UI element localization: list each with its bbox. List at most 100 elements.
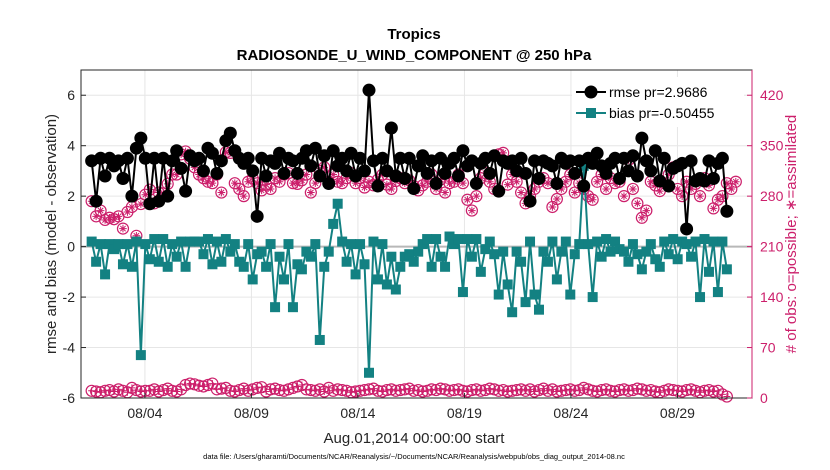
rmse-point xyxy=(94,151,108,165)
rmse-point xyxy=(599,166,613,180)
x-axis-ticks: 08/04 08/09 08/14 08/19 08/24 08/29 xyxy=(127,393,695,421)
rmse-point xyxy=(706,171,720,185)
rmse-point xyxy=(259,169,273,183)
y2-tick-label: 70 xyxy=(760,340,776,356)
bias-point xyxy=(323,246,334,257)
bias-point xyxy=(140,239,151,250)
rmse-point xyxy=(192,151,206,165)
y2-tick-label: 0 xyxy=(760,390,768,406)
possible-obs-point xyxy=(210,383,224,396)
y-tick-label: 6 xyxy=(67,87,75,103)
rmse-point xyxy=(174,161,188,175)
rmse-point xyxy=(451,169,465,183)
rmse-point xyxy=(545,159,559,173)
bias-point xyxy=(100,269,111,280)
rmse-point xyxy=(644,164,658,178)
rmse-point xyxy=(550,177,564,191)
bias-point xyxy=(489,249,500,260)
y-tick-label: -6 xyxy=(63,390,76,406)
bias-point xyxy=(149,234,160,245)
bias-point xyxy=(686,251,697,262)
rmse-point xyxy=(384,121,398,135)
y-tick-label: -2 xyxy=(63,289,76,305)
bias-point xyxy=(158,234,169,245)
bias-point xyxy=(113,239,124,250)
bias-series xyxy=(86,160,732,378)
rmse-point xyxy=(196,164,210,178)
bias-point xyxy=(448,239,459,250)
rmse-point xyxy=(322,177,336,191)
bias-point xyxy=(109,244,120,255)
bias-point xyxy=(122,239,133,250)
assimilated-obs-point xyxy=(215,186,228,199)
assimilated-obs-point xyxy=(693,190,707,203)
y-tick-label: 2 xyxy=(67,188,75,204)
possible-obs-point xyxy=(90,385,103,398)
rmse-point xyxy=(241,151,255,165)
bias-point xyxy=(431,234,442,245)
possible-obs-point xyxy=(175,383,188,396)
bias-point xyxy=(659,236,670,247)
bias-point xyxy=(395,261,406,272)
rmse-point xyxy=(456,144,470,158)
bias-point xyxy=(475,266,486,277)
possible-obs-point xyxy=(586,384,599,397)
y-tick-label: -4 xyxy=(63,340,76,356)
bias-point xyxy=(601,234,612,245)
bias-point xyxy=(520,297,531,308)
legend-bias-label: bias pr=-0.50455 xyxy=(609,105,715,121)
rmse-point xyxy=(161,189,175,203)
rmse-point xyxy=(720,204,734,218)
rmse-point xyxy=(715,151,729,165)
rmse-point xyxy=(313,169,327,183)
bias-point xyxy=(176,236,187,247)
rmse-point xyxy=(420,166,434,180)
possible-obs-point xyxy=(698,384,711,397)
bias-point xyxy=(135,350,146,361)
bias-point xyxy=(91,256,102,267)
bias-point xyxy=(126,261,137,272)
bias-point xyxy=(525,236,536,247)
bias-point xyxy=(332,198,343,209)
bias-point xyxy=(243,239,254,250)
rmse-point xyxy=(519,166,533,180)
bias-point xyxy=(440,261,451,272)
bias-point xyxy=(556,246,567,257)
bias-point xyxy=(162,261,173,272)
bias-point xyxy=(296,264,307,275)
rmse-point xyxy=(308,141,322,155)
bias-point xyxy=(462,234,473,245)
bias-point xyxy=(310,239,321,250)
rmse-point xyxy=(528,154,542,168)
bias-point xyxy=(529,289,540,300)
legend: rmse pr=2.9686 bias pr=-0.50455 xyxy=(572,77,744,127)
y-axis-ticks: -6 -4 -2 0 2 4 6 xyxy=(63,87,86,406)
assimilated-obs-point xyxy=(264,182,277,196)
assimilated-obs-point xyxy=(635,211,648,224)
rmse-point xyxy=(568,166,582,180)
bias-point xyxy=(583,239,594,250)
bias-point xyxy=(265,239,276,250)
rmse-point xyxy=(492,184,506,198)
bias-point xyxy=(131,236,142,247)
bias-point xyxy=(256,246,267,257)
rmse-point xyxy=(170,144,184,158)
bias-point xyxy=(413,246,424,257)
bias-point xyxy=(574,239,585,250)
bias-point xyxy=(565,289,576,300)
rmse-point xyxy=(407,182,421,196)
bias-point xyxy=(569,249,580,260)
legend-bias-marker xyxy=(586,108,596,118)
rmse-point xyxy=(523,194,537,208)
bias-point xyxy=(270,302,281,313)
rmse-point xyxy=(304,159,318,173)
rmse-point xyxy=(358,164,372,178)
rmse-point xyxy=(613,171,627,185)
bias-point xyxy=(699,234,710,245)
rmse-point xyxy=(393,151,407,165)
rmse-point xyxy=(680,222,694,236)
rmse-point xyxy=(469,177,483,191)
bias-point xyxy=(207,259,218,270)
bias-point xyxy=(346,239,357,250)
rmse-point xyxy=(210,166,224,180)
